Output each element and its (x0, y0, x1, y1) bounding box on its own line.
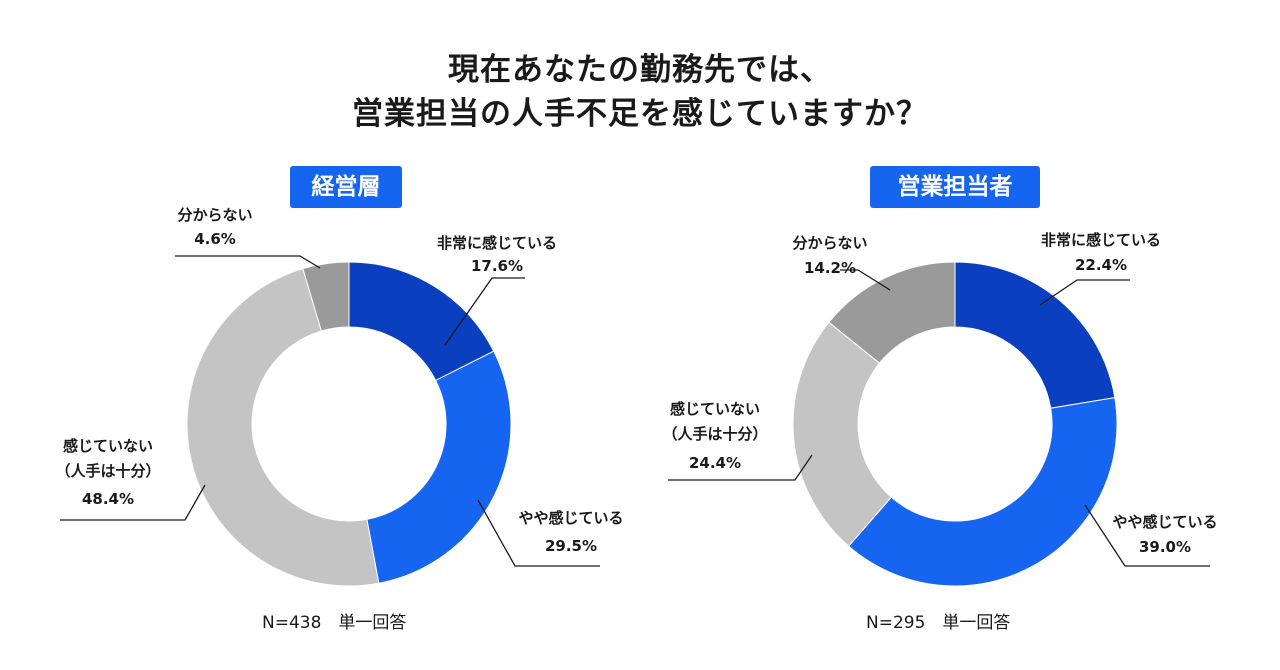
leader-lines (60, 255, 1210, 567)
leader-left-not (60, 484, 206, 521)
right-value-unknown: 14.2% (804, 259, 856, 277)
right-value-very: 22.4% (1075, 256, 1127, 274)
right-slice-somewhat (847, 397, 1118, 587)
left-sample-note: N=438 単一回答 (262, 613, 407, 633)
leader-right-very (1039, 279, 1130, 306)
left-donut (186, 261, 512, 587)
right-label-somewhat: やや感じている (1112, 513, 1217, 531)
leader-right-somewhat (1084, 504, 1210, 567)
left-value-not: 48.4% (82, 490, 134, 508)
right-label-unknown: 分からない (792, 234, 867, 252)
right-chart-badge: 営業担当者 (870, 166, 1040, 208)
left-value-somewhat: 29.5% (545, 537, 597, 555)
leader-right-unknown (840, 269, 891, 291)
left-label-somewhat: やや感じている (518, 509, 623, 527)
right-label-very: 非常に感じている (1041, 231, 1161, 249)
leader-left-somewhat (477, 499, 600, 567)
chart-title: 現在あなたの勤務先では、 営業担当の人手不足を感じていますか？ (0, 48, 1280, 136)
right-donut (792, 261, 1118, 587)
right-slice-not (792, 321, 893, 547)
left-value-unknown: 4.6% (194, 230, 236, 248)
leader-left-very (444, 277, 525, 346)
right-slice-very (954, 261, 1116, 409)
leader-right-not (668, 454, 813, 481)
title-line-2: 営業担当の人手不足を感じていますか？ (352, 96, 928, 132)
right-label-not-1: 感じていない (670, 400, 760, 418)
right-label-not-2: （人手は十分） (662, 425, 767, 443)
right-value-not: 24.4% (689, 454, 741, 472)
right-sample-note: N=295 単一回答 (866, 613, 1011, 633)
right-value-somewhat: 39.0% (1139, 538, 1191, 556)
right-slice-unknown (828, 261, 956, 364)
left-label-very: 非常に感じている (437, 234, 557, 252)
left-slice-not (186, 268, 380, 587)
leader-left-unknown (175, 255, 321, 269)
left-chart-badge: 経営層 (290, 166, 402, 208)
left-label-not-1: 感じていない (63, 437, 153, 455)
left-label-unknown: 分からない (177, 206, 252, 224)
left-label-not-2: （人手は十分） (55, 462, 160, 480)
left-value-very: 17.6% (471, 257, 523, 275)
left-slice-somewhat (366, 350, 512, 584)
title-line-1: 現在あなたの勤務先では、 (448, 52, 832, 88)
